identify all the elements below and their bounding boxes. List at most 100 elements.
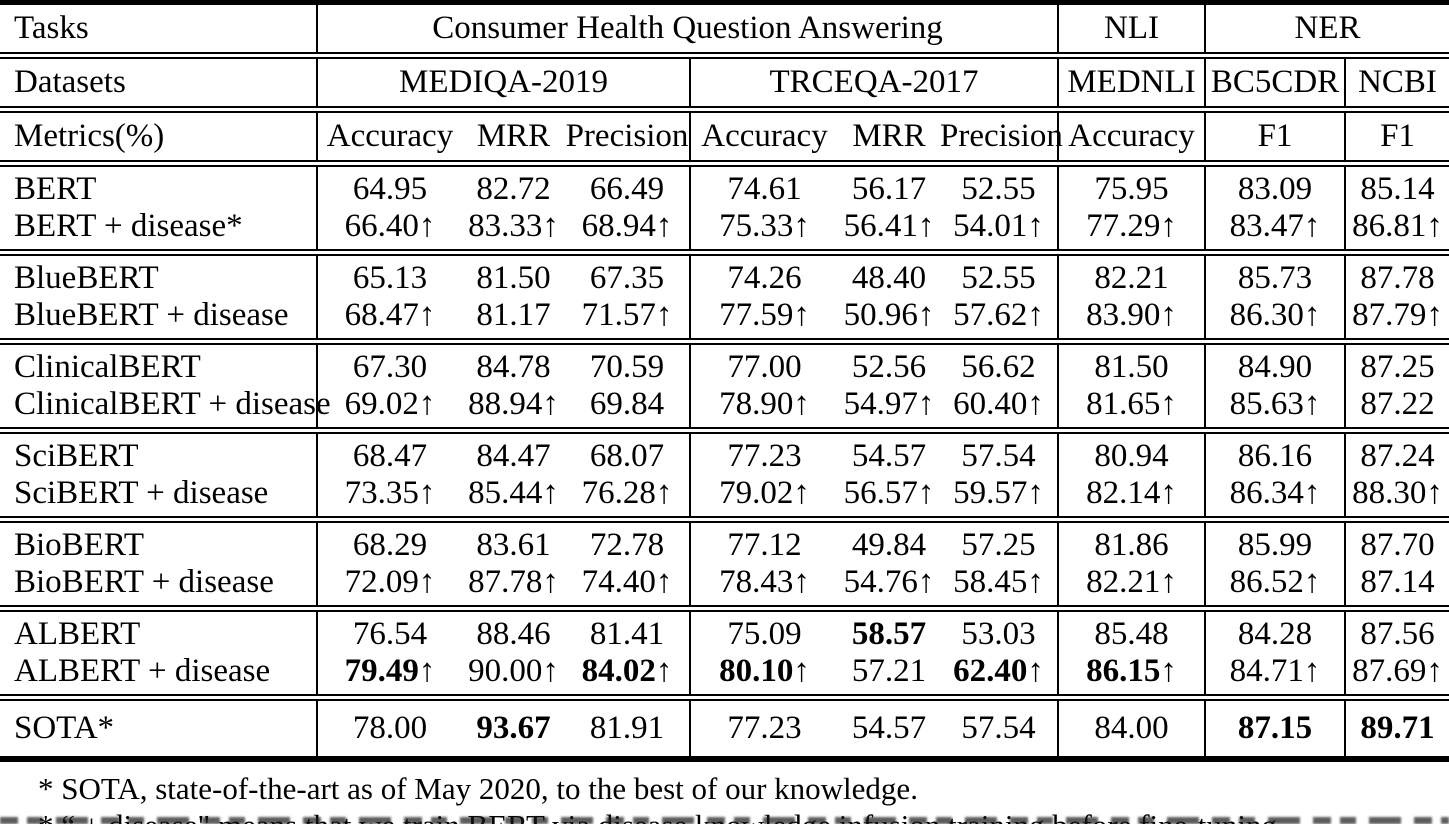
metric-value: 84.47 xyxy=(462,427,565,475)
model-label: BioBERT xyxy=(0,516,317,564)
metric-value: 81.17 xyxy=(476,297,551,333)
model-label: SOTA* xyxy=(0,694,317,759)
metric-value: 90.00↑ xyxy=(468,653,559,689)
model-row: ALBERT + disease 79.49↑ 90.00↑ 84.02↑ 80.10↑… xyxy=(0,653,1449,698)
metric-value: 77.23 xyxy=(689,427,838,475)
metric-value: 67.30 xyxy=(316,338,462,386)
metric-value: 50.96↑ xyxy=(843,297,935,333)
metric-value: 88.30↑ xyxy=(1344,475,1449,520)
model-label: BioBERT + disease xyxy=(14,564,274,600)
metric-value: 74.40↑ xyxy=(581,564,673,600)
metric-value: 88.46 xyxy=(462,605,565,653)
metric-value: 69.84 xyxy=(589,386,665,422)
metric-value: 68.07 xyxy=(565,427,690,475)
metric-value: 65.13 xyxy=(316,249,462,297)
metric-value: 82.21↑ xyxy=(1057,564,1205,609)
metric-value: 85.14 xyxy=(1344,160,1449,208)
metric-value: 85.48 xyxy=(1057,605,1205,653)
metric-value: 77.12 xyxy=(689,516,838,564)
model-row: ClinicalBERT 67.30 84.78 70.59 77.00 52.56 56.… xyxy=(0,338,1449,386)
metric-value: 79.02↑ xyxy=(689,475,838,520)
metric-value: 57.21 xyxy=(851,653,927,689)
metric-value: 54.97↑ xyxy=(843,386,935,422)
metric-column-header: Accuracy xyxy=(1057,106,1205,164)
metric-value: 81.86 xyxy=(1057,516,1205,564)
metric-value: 78.90↑ xyxy=(689,386,838,431)
metric-value: 87.25 xyxy=(1344,338,1449,386)
metric-value: 58.57 xyxy=(838,605,940,653)
tasks-row: Tasks Consumer Health Question Answering N… xyxy=(0,2,1449,56)
metric-value: 85.63↑ xyxy=(1204,386,1345,431)
metric-value: 68.29 xyxy=(316,516,462,564)
metric-value: 59.57↑ xyxy=(953,475,1044,511)
metric-value: 81.41 xyxy=(565,605,690,653)
metric-column-header: Precision xyxy=(940,106,1063,164)
metric-value: 56.41↑ xyxy=(843,208,935,244)
metric-value: 77.00 xyxy=(689,338,838,386)
dataset-header-3: BC5CDR xyxy=(1204,52,1345,110)
metric-value: 84.71↑ xyxy=(1204,653,1345,698)
metric-value: 80.94 xyxy=(1057,427,1205,475)
datasets-label: Datasets xyxy=(0,52,317,110)
metric-value: 83.61 xyxy=(462,516,565,564)
model-row: BERT + disease* 66.40↑ 83.33↑ 68.94↑ 75.33↑ 5… xyxy=(0,208,1449,253)
metric-value: 85.99 xyxy=(1204,516,1345,564)
metric-value: 76.28↑ xyxy=(581,475,673,511)
metric-value: 89.71 xyxy=(1344,694,1449,759)
results-table: Tasks Consumer Health Question Answering N… xyxy=(0,0,1449,762)
metric-value: 72.78 xyxy=(565,516,690,564)
metric-value: 74.61 xyxy=(689,160,838,208)
metric-value: 56.62 xyxy=(940,338,1058,386)
metrics-label: Metrics(%) xyxy=(0,106,317,164)
metric-value: 74.26 xyxy=(689,249,838,297)
metric-value: 86.34↑ xyxy=(1204,475,1345,520)
metric-value: 93.67 xyxy=(462,694,565,759)
metric-value: 57.62↑ xyxy=(953,297,1044,333)
metric-column-header: MRR xyxy=(462,106,565,164)
model-row: BlueBERT + disease 68.47↑ 81.17 71.57↑ 77.59… xyxy=(0,297,1449,342)
metric-column-header: Accuracy xyxy=(689,106,838,164)
metric-column-header: F1 xyxy=(1344,106,1449,164)
metric-value: 86.15↑ xyxy=(1057,653,1205,698)
metric-value: 81.65↑ xyxy=(1057,386,1205,431)
tasks-label: Tasks xyxy=(14,10,89,46)
model-label: BERT + disease* xyxy=(14,208,243,244)
task-group-header-2: NER xyxy=(1204,2,1449,56)
metric-value: 68.94↑ xyxy=(581,208,673,244)
metric-column-header: Accuracy xyxy=(316,106,462,164)
metric-value: 87.69↑ xyxy=(1344,653,1449,698)
metric-value: 54.76↑ xyxy=(843,564,935,600)
metric-value: 88.94↑ xyxy=(468,386,559,422)
metric-value: 77.59↑ xyxy=(689,297,838,342)
metric-value: 87.70 xyxy=(1344,516,1449,564)
metric-value: 78.00 xyxy=(316,694,462,759)
metric-value: 52.56 xyxy=(838,338,940,386)
metric-value: 57.54 xyxy=(940,427,1058,475)
metric-value: 70.59 xyxy=(565,338,690,386)
metric-value: 86.30↑ xyxy=(1204,297,1345,342)
model-row: BioBERT 68.29 83.61 72.78 77.12 49.84 57.25 81.… xyxy=(0,516,1449,564)
metric-value: 87.56 xyxy=(1344,605,1449,653)
metric-value: 68.47↑ xyxy=(316,297,462,342)
model-row: BlueBERT 65.13 81.50 67.35 74.26 48.40 52.55 82… xyxy=(0,249,1449,297)
metric-value: 84.78 xyxy=(462,338,565,386)
metric-value: 57.54 xyxy=(940,694,1058,759)
metric-value: 62.40↑ xyxy=(953,653,1044,689)
metric-value: 81.50 xyxy=(462,249,565,297)
footnotes: * SOTA, state-of-the-art as of May 2020,… xyxy=(38,770,1449,824)
metric-value: 83.09 xyxy=(1204,160,1345,208)
metric-value: 60.40↑ xyxy=(953,386,1044,422)
model-label: ALBERT + disease xyxy=(14,653,271,689)
table-header: Tasks Consumer Health Question Answering N… xyxy=(0,2,1449,164)
metric-value: 67.35 xyxy=(565,249,690,297)
metric-value: 82.21 xyxy=(1057,249,1205,297)
model-label: ClinicalBERT xyxy=(0,338,317,386)
metric-value: 66.49 xyxy=(565,160,690,208)
metric-value: 54.57 xyxy=(838,427,940,475)
model-label: SciBERT + disease xyxy=(14,475,269,511)
metric-value: 87.78 xyxy=(1344,249,1449,297)
metric-value: 87.79↑ xyxy=(1344,297,1449,342)
metric-value: 85.44↑ xyxy=(468,475,559,511)
metric-value: 52.55 xyxy=(940,249,1058,297)
metric-value: 79.49↑ xyxy=(316,653,462,698)
